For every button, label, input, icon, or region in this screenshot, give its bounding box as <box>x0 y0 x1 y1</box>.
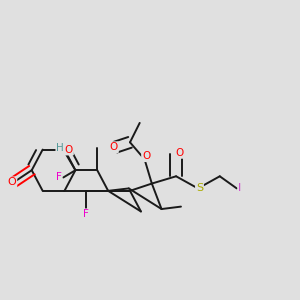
Text: F: F <box>83 209 89 219</box>
Text: O: O <box>8 177 16 187</box>
Text: H: H <box>56 143 64 153</box>
Text: I: I <box>238 183 242 194</box>
Text: O: O <box>65 145 73 154</box>
Text: O: O <box>142 151 150 161</box>
Text: O: O <box>175 148 183 158</box>
Text: F: F <box>56 172 61 182</box>
Text: O: O <box>110 142 118 152</box>
Text: S: S <box>196 183 203 194</box>
